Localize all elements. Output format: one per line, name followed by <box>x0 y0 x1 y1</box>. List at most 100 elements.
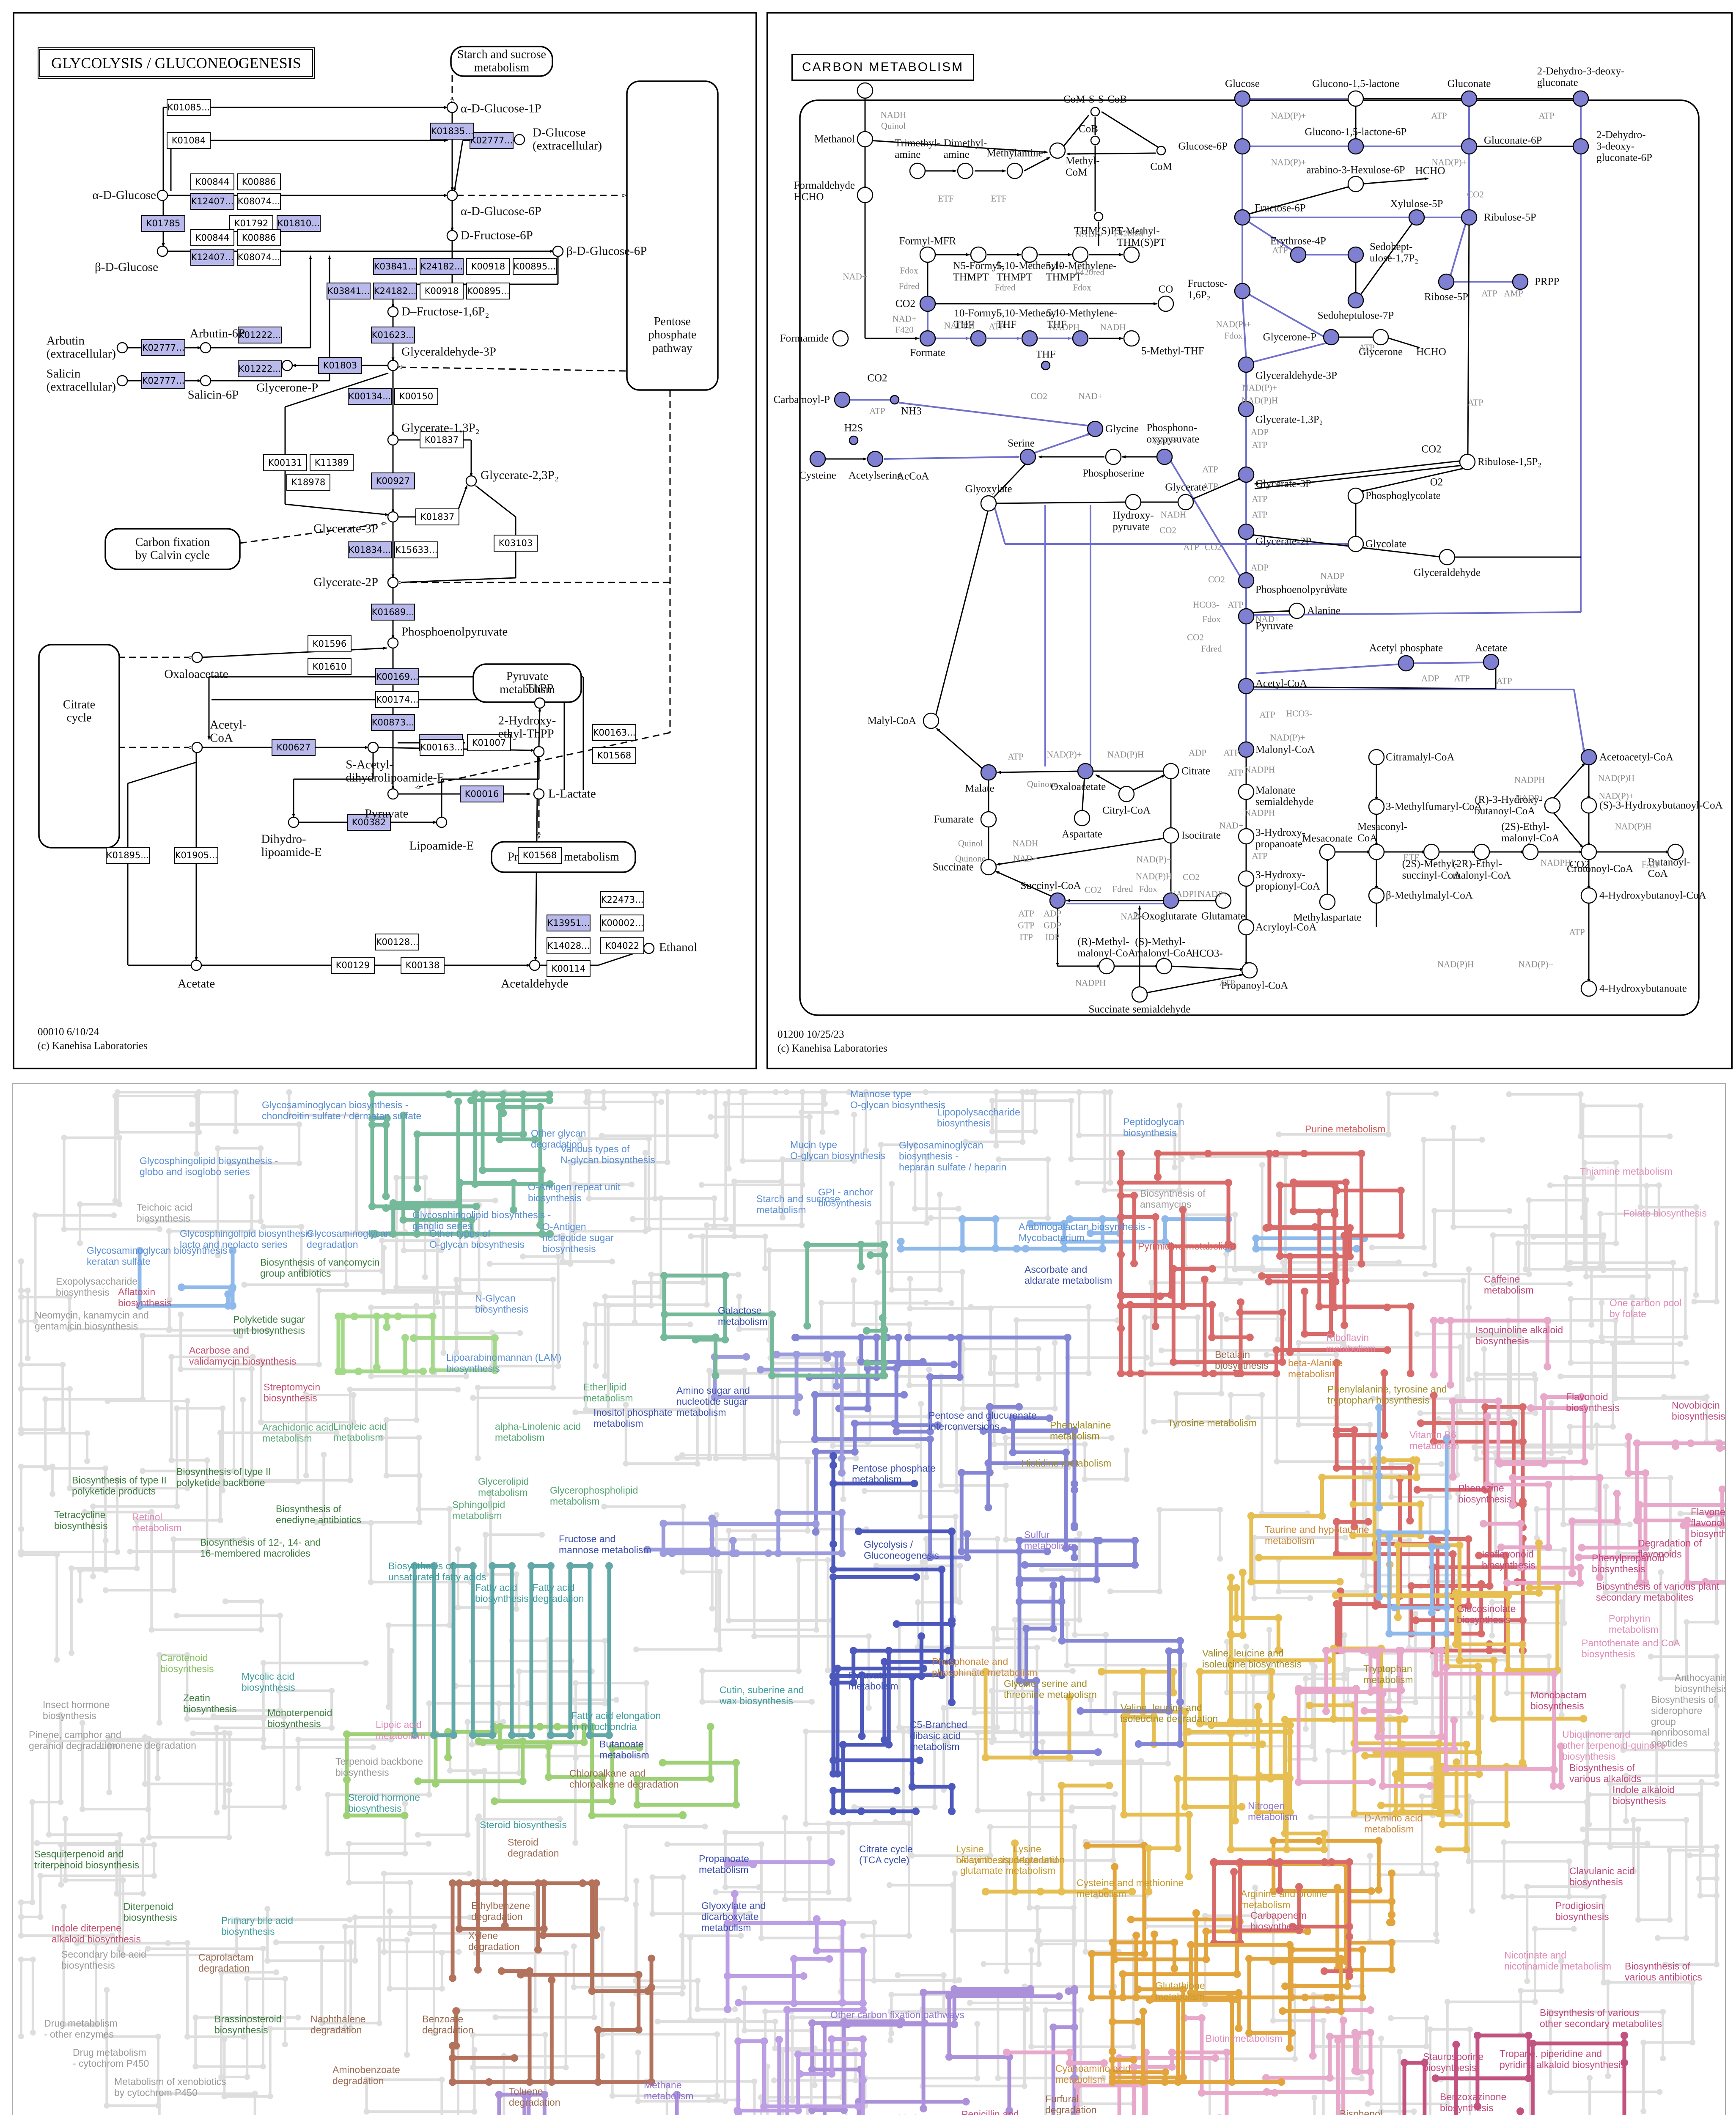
metabolite-node[interactable] <box>1238 870 1255 887</box>
pathway-label[interactable]: Glycosphingolipid biosynthesis - lacto a… <box>180 1228 319 1250</box>
pathway-label[interactable]: Glycosaminoglycan biosynthesis - chondro… <box>262 1099 422 1121</box>
metabolite-node[interactable] <box>387 637 399 649</box>
pathway-label[interactable]: Tetracycline biosynthesis <box>54 1509 108 1531</box>
ko-box[interactable]: K00169... <box>375 668 419 685</box>
pathway-label[interactable]: Galactose metabolism <box>718 1305 768 1327</box>
pathway-label[interactable]: Lysine biosynthesis <box>956 1843 1010 1865</box>
pathway-label[interactable]: Drug metabolism - other enzymes <box>44 2018 118 2040</box>
metabolite-node[interactable] <box>534 697 546 709</box>
ko-box[interactable]: K24182... <box>420 258 464 275</box>
ko-box[interactable]: K00927 <box>371 472 415 489</box>
ko-box[interactable]: K18978 <box>286 474 330 491</box>
pathway-label[interactable]: Methane metabolism <box>644 2079 694 2101</box>
metabolite-node[interactable] <box>1347 487 1364 504</box>
pathway-label[interactable]: Caprolactam degradation <box>198 1952 254 1974</box>
metabolite-node[interactable] <box>1580 887 1597 904</box>
metabolite-node[interactable] <box>1177 494 1194 511</box>
metabolite-node[interactable] <box>288 816 299 828</box>
ko-box[interactable]: K08074... <box>237 249 281 266</box>
pathway-label[interactable]: Phenylalanine metabolism <box>1050 1420 1111 1442</box>
pathway-label[interactable]: Secondary bile acid biosynthesis <box>61 1949 146 1971</box>
metabolite-node[interactable] <box>1049 142 1066 159</box>
pathway-label[interactable]: Anthocyanin biosynthesis <box>1675 1672 1726 1694</box>
ko-box[interactable]: K00844 <box>190 229 234 246</box>
pathway-label[interactable]: Fructose and mannose metabolism <box>559 1533 651 1555</box>
pathway-label[interactable]: Glycerophospholipid metabolism <box>550 1485 638 1507</box>
ko-box[interactable]: K01085... <box>167 99 211 116</box>
metabolite-node[interactable] <box>1323 329 1340 346</box>
ko-box[interactable]: K01084 <box>167 132 211 149</box>
pathway-label[interactable]: Glyoxylate and dicarboxylate metabolism <box>701 1900 766 1933</box>
pathway-label[interactable]: Aminobenzoate degradation <box>332 2064 400 2086</box>
pathway-label[interactable]: One carbon pool by folate <box>1610 1297 1682 1319</box>
pathway-label[interactable]: Other carbon fixation pathways <box>830 2009 965 2020</box>
ko-box[interactable]: K13951... <box>547 915 591 931</box>
metabolite-node[interactable] <box>1093 212 1104 222</box>
pathway-label[interactable]: Oxidative phosphorylation <box>886 2113 955 2115</box>
pathway-label[interactable]: Terpenoid backbone biosynthesis <box>335 1756 423 1778</box>
metabolite-node[interactable] <box>1238 741 1255 758</box>
pathway-label[interactable]: Mucin type O-glycan biosynthesis <box>790 1139 885 1161</box>
pathway-label[interactable]: Propanoate metabolism <box>699 1853 749 1875</box>
pathway-label[interactable]: Phenylpropanoid biosynthesis <box>1592 1552 1665 1574</box>
pathway-label[interactable]: Biosynthesis of various antibiotics <box>1625 1961 1702 1983</box>
pathway-link-box[interactable]: Starch and sucrose metabolism <box>457 48 546 74</box>
metabolite-node[interactable] <box>1347 292 1364 309</box>
pathway-label[interactable]: Glycosaminoglycan degradation <box>307 1228 391 1250</box>
metabolite-node[interactable] <box>1572 90 1589 107</box>
ko-box[interactable]: K01596 <box>308 635 352 652</box>
ko-box[interactable]: K00627 <box>272 739 316 756</box>
ko-box[interactable]: K00873... <box>371 714 415 731</box>
metabolite-node[interactable] <box>552 245 564 257</box>
metabolite-node[interactable] <box>1021 246 1038 263</box>
pathway-label[interactable]: Tropane, piperidine and pyridine alkaloi… <box>1500 2048 1626 2070</box>
ko-box[interactable]: K00844 <box>190 173 234 190</box>
pathway-label[interactable]: Arachidonic acid metabolism <box>262 1422 334 1444</box>
metabolite-node[interactable] <box>1347 536 1364 552</box>
ko-box[interactable]: K01837 <box>415 508 459 525</box>
metabolite-node[interactable] <box>1461 138 1478 155</box>
pathway-label[interactable]: O-Antigen nucleotide sugar biosynthesis <box>542 1221 614 1254</box>
pathway-label[interactable]: Pentose and glucuronate interconversions <box>928 1410 1037 1432</box>
metabolite-node[interactable] <box>1090 107 1100 117</box>
pathway-label[interactable]: Sesquiterpenoid and triterpenoid biosynt… <box>34 1849 140 1871</box>
pathway-label[interactable]: C5-Branched dibasic acid metabolism <box>910 1719 967 1752</box>
ko-box[interactable]: K00886 <box>237 229 281 246</box>
pathway-label[interactable]: Vitamin B6 metabolism <box>1409 1429 1459 1451</box>
metabolite-node[interactable] <box>919 330 936 347</box>
ko-box[interactable]: K01803 <box>318 357 362 374</box>
metabolite-node[interactable] <box>1483 654 1500 670</box>
metabolite-node[interactable] <box>529 959 541 971</box>
ko-box[interactable]: K00128... <box>375 934 419 950</box>
pathway-label[interactable]: Benzoxazinone biosynthesis <box>1440 2091 1507 2113</box>
pathway-label[interactable]: Inositol phosphate metabolism <box>593 1407 673 1429</box>
metabolite-node[interactable] <box>1238 572 1255 589</box>
metabolite-node[interactable] <box>1123 330 1140 347</box>
metabolite-node[interactable] <box>1123 246 1140 263</box>
metabolite-node[interactable] <box>200 342 212 354</box>
metabolite-node[interactable] <box>116 375 128 387</box>
metabolite-node[interactable] <box>1347 90 1364 107</box>
pathway-label[interactable]: Cutin, suberine and wax biosynthesis <box>720 1684 804 1706</box>
metabolite-node[interactable] <box>1290 246 1307 263</box>
pathway-label[interactable]: Degradation of flavonoids <box>1638 1538 1702 1560</box>
metabolite-node[interactable] <box>1238 356 1255 373</box>
ko-box[interactable]: K00163... <box>420 739 464 756</box>
metabolite-node[interactable] <box>1544 797 1561 814</box>
pathway-label[interactable]: Indole diterpene alkaloid biosynthesis <box>52 1923 141 1945</box>
pathway-label[interactable]: Glycerolipid metabolism <box>478 1476 529 1498</box>
pathway-label[interactable]: Valine, leucine and isoleucine degradati… <box>1121 1702 1218 1724</box>
ko-box[interactable]: K01568 <box>592 747 636 764</box>
metabolite-node[interactable] <box>1234 138 1251 155</box>
pathway-label[interactable]: Streptomycin biosynthesis <box>264 1382 321 1404</box>
pathway-label[interactable]: Biosynthesis of type II polyketide produ… <box>72 1475 167 1497</box>
metabolite-node[interactable] <box>1049 892 1066 909</box>
ko-box[interactable]: K00886 <box>237 173 281 190</box>
metabolite-node[interactable] <box>465 475 477 487</box>
metabolite-node[interactable] <box>1398 655 1415 672</box>
ko-box[interactable]: K22473... <box>600 891 644 908</box>
metabolite-node[interactable] <box>1408 209 1425 226</box>
pathway-label[interactable]: Glycosaminoglycan biosynthesis - heparan… <box>899 1140 1007 1173</box>
pathway-label[interactable]: Limonene degradation <box>99 1740 196 1751</box>
metabolite-node[interactable] <box>1241 962 1258 979</box>
